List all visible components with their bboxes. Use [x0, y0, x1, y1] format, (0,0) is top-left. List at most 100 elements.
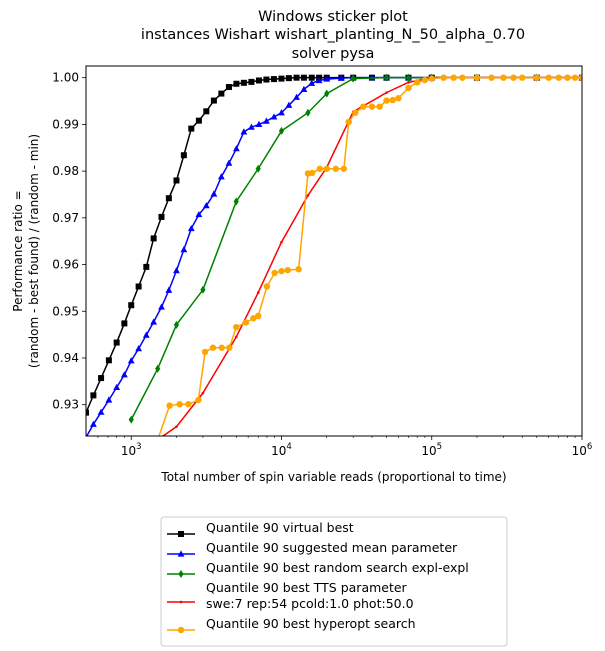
series-4-point — [323, 165, 330, 172]
series-4-point — [450, 74, 457, 81]
legend-swatch-marker — [177, 626, 185, 634]
series-3-point — [280, 240, 283, 244]
x-tick-label: 106 — [572, 442, 593, 458]
series-4-point — [488, 74, 495, 81]
series-2-point — [255, 164, 261, 173]
series-0-point — [98, 375, 105, 382]
series-4-point — [185, 401, 192, 408]
series-0-point — [105, 357, 112, 364]
series-4-point — [459, 74, 466, 81]
legend-label: Quantile 90 best TTS parameter — [206, 580, 408, 595]
series-0-point — [240, 79, 247, 86]
series-4-point — [395, 95, 402, 102]
series-2-point — [200, 285, 206, 294]
series-2-point — [350, 74, 356, 83]
series-1-point — [225, 159, 233, 166]
legend-item-4: Quantile 90 best hyperopt search — [167, 616, 416, 634]
series-0-point — [203, 108, 210, 115]
series-3-point — [234, 335, 238, 339]
plot-area: 103 104 105 106 0.930.940.950.960.970.980.9… — [52, 65, 593, 458]
series-3 — [156, 76, 582, 441]
series-2-line — [130, 76, 582, 420]
plot-frame — [85, 65, 583, 437]
chart-title: Windows sticker plot instances Wishart w… — [141, 9, 525, 62]
series-1-point — [195, 210, 203, 218]
series-3-point — [385, 91, 388, 94]
series-4-point — [255, 312, 262, 320]
series-4-point — [376, 103, 383, 110]
y-axis-label: Performance ratio = (random - best found… — [11, 134, 41, 368]
series-4-point — [571, 74, 579, 81]
series-1-line — [86, 76, 582, 436]
series-4-point — [226, 344, 233, 351]
legend: Quantile 90 virtual best Quantile 90 sugg… — [160, 516, 508, 647]
series-1-point — [263, 117, 270, 124]
chart-title-line-1: Windows sticker plot — [258, 9, 408, 25]
series-1-point — [120, 371, 128, 378]
series-4-point — [233, 323, 240, 331]
series-1-point — [240, 128, 248, 135]
series-4-point — [360, 103, 367, 110]
series-4-point — [352, 109, 359, 116]
series-1-point — [278, 109, 285, 116]
series-0-point — [128, 302, 135, 309]
legend-swatch-marker — [178, 570, 184, 578]
legend-items: Quantile 90 virtual best Quantile 90 sugg… — [167, 520, 469, 634]
series-1-point — [315, 76, 323, 84]
x-axis-label: Total number of spin variable reads (pro… — [160, 470, 506, 484]
series-4-point — [332, 165, 340, 172]
series-0-point — [225, 84, 232, 91]
series-4-line — [158, 76, 582, 436]
series-0-point — [210, 97, 217, 104]
y-tick-label: 0.96 — [52, 258, 79, 272]
series-0-point — [255, 77, 262, 84]
series-4-point — [413, 79, 421, 86]
series-3-point — [407, 81, 410, 84]
series-0-point — [263, 76, 270, 83]
series-4-point — [578, 74, 582, 81]
legend-frame — [160, 516, 508, 647]
y-axis-label-line-1: Performance ratio = — [11, 190, 25, 311]
series-4-point — [510, 74, 517, 81]
series-4-point — [271, 269, 278, 277]
y-tick-label: 0.94 — [52, 351, 79, 365]
series-3-point — [156, 438, 159, 441]
series-1-point — [165, 286, 173, 293]
y-tick-label: 0.95 — [52, 304, 79, 318]
series-0-point — [278, 75, 285, 82]
series-2-point — [324, 89, 330, 98]
y-tick-label: 0.97 — [52, 211, 79, 225]
series-4-point — [545, 74, 552, 81]
series-0-point — [218, 90, 225, 97]
series-0-point — [180, 152, 187, 159]
series-0-point — [86, 409, 89, 416]
series-0-point — [158, 213, 165, 220]
legend-swatch-marker — [177, 550, 185, 557]
y-tick-label: 0.98 — [52, 164, 79, 178]
series-2-point — [128, 415, 134, 424]
series-1-point — [270, 113, 278, 120]
series-4 — [158, 74, 582, 436]
series-4-point — [383, 97, 390, 104]
series-3-point — [306, 194, 310, 197]
y-tick-label: 1.00 — [52, 71, 79, 85]
series-1-point — [202, 202, 210, 209]
series-1-point — [308, 79, 316, 86]
series-0-point — [150, 235, 157, 242]
series-2-point — [173, 320, 180, 329]
series-4-point — [345, 118, 352, 126]
series-0-point — [300, 74, 307, 81]
legend-item-1: Quantile 90 suggested mean parameter — [167, 540, 458, 557]
series-2-point — [278, 126, 285, 135]
series-1-point — [293, 93, 300, 100]
series-4-point — [209, 344, 217, 351]
series-1-point — [173, 267, 180, 274]
series-4-point — [218, 344, 225, 351]
legend-label: Quantile 90 best random search expl-expl — [206, 560, 469, 575]
legend-label: Quantile 90 suggested mean parameter — [206, 540, 458, 555]
series-4-point — [340, 165, 348, 172]
series-4-point — [195, 396, 202, 404]
series-0 — [86, 74, 582, 416]
legend-item-0: Quantile 90 virtual best — [167, 520, 354, 537]
